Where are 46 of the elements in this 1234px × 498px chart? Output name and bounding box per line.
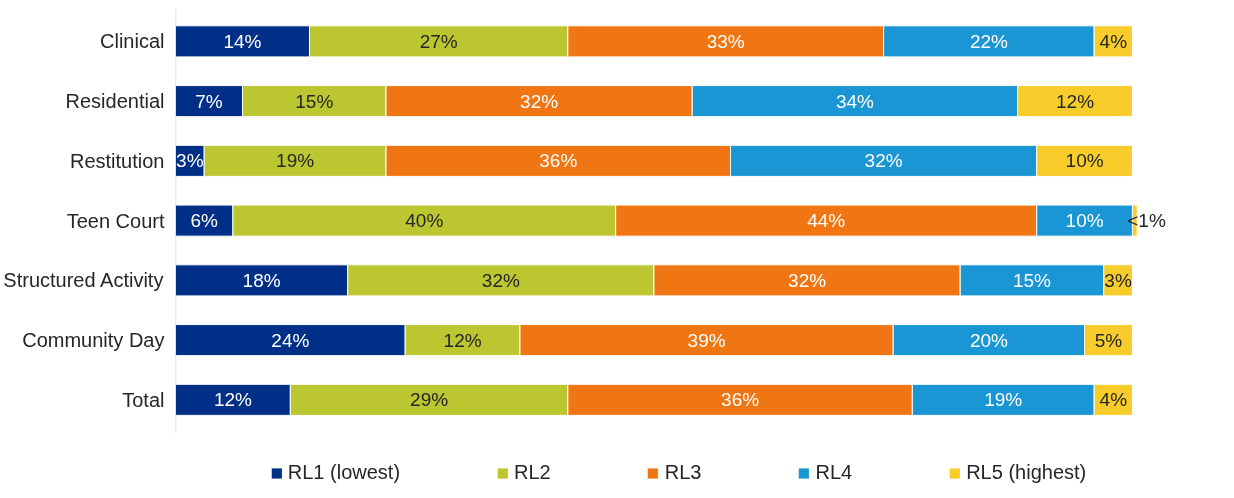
data-label: 32% [864,150,903,172]
y-tick-label: Structured Activity [3,269,164,292]
legend-label: RL2 [514,461,551,484]
data-label: 15% [295,90,334,112]
data-label: 19% [276,150,315,172]
data-label: 6% [190,210,219,232]
data-label: 20% [969,329,1009,351]
data-label: 44% [807,210,846,232]
data-label: 33% [706,30,745,52]
data-label: 3% [1104,269,1132,291]
data-label: 10% [1065,150,1104,172]
data-label: 3% [176,150,204,172]
data-label: 15% [1012,269,1052,291]
data-label: 10% [1065,210,1104,232]
legend-label: RL1 (lowest) [287,461,401,484]
legend-label: RL4 [815,461,853,484]
data-label: 40% [405,210,444,232]
y-tick-label: Community Day [22,329,165,352]
data-label: 22% [969,30,1009,52]
legend-label: RL5 (highest) [966,461,1087,484]
y-tick-label: Clinical [100,30,165,53]
y-tick-label: Total [122,388,165,411]
data-label: 18% [242,269,281,291]
data-label: 36% [539,150,578,172]
data-label: 19% [984,389,1023,411]
data-label: 27% [419,30,458,52]
data-label: 12% [443,329,482,351]
data-label: 5% [1094,329,1123,351]
data-label: 34% [835,90,875,112]
y-tick-label: Teen Court [66,209,165,232]
data-label: 32% [481,269,520,291]
y-tick-label: Residential [65,90,165,113]
data-label: 29% [410,389,449,411]
legend-label: RL3 [664,461,702,484]
data-label: 36% [721,389,760,411]
y-tick-label: Restitution [70,149,165,172]
data-label: 12% [213,389,253,411]
data-label: 24% [271,329,310,351]
data-label: 7% [195,90,223,112]
data-label: 32% [520,90,559,112]
data-label: 39% [687,329,726,351]
data-label: 4% [1099,389,1128,411]
data-label: 14% [223,30,262,52]
data-label: 32% [788,269,827,291]
data-label: 12% [1056,90,1095,112]
data-label: 4% [1099,30,1128,52]
